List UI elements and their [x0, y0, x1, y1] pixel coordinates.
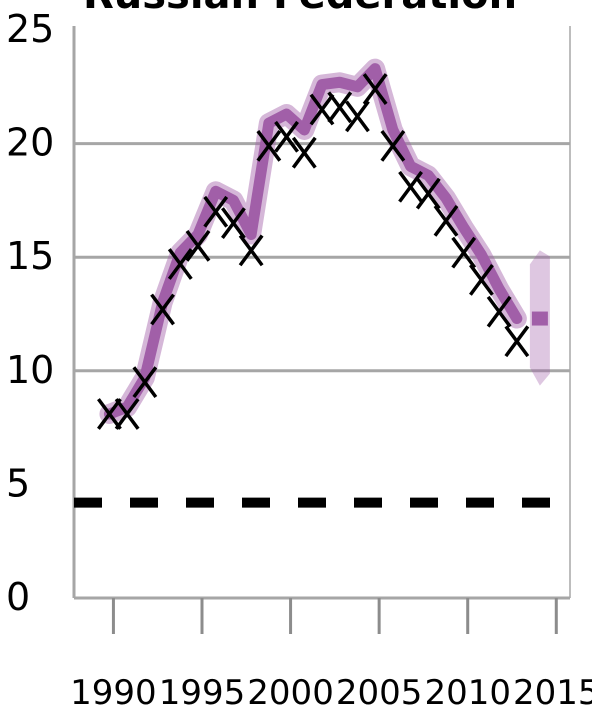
x-marker-1991 [114, 398, 140, 430]
x-marker-2011 [469, 264, 494, 296]
x-marker-2005 [362, 73, 388, 105]
projection-point [531, 311, 548, 326]
x-marker-2012 [486, 295, 512, 328]
x-marker-2000 [274, 120, 299, 153]
x-marker-1992 [132, 366, 158, 399]
x-marker-1998 [238, 234, 264, 267]
x-marker-2009 [433, 204, 459, 237]
x-marker-2010 [451, 236, 477, 269]
x-marker-1999 [256, 129, 282, 162]
x-tick-label-2005: 2005 [336, 673, 423, 713]
x-marker-2013 [504, 325, 530, 358]
y-tick-label-5: 5 [6, 461, 30, 505]
x-marker-2001 [291, 136, 317, 169]
x-marker-2003 [327, 91, 353, 124]
x-marker-1995 [185, 229, 211, 262]
y-tick-label-25: 25 [6, 7, 54, 51]
chart-title: Russian Federation [83, 0, 517, 18]
y-tick-label-15: 15 [6, 234, 54, 278]
x-tick-label-2010: 2010 [424, 673, 511, 713]
x-tick-label-2015: 2015 [513, 673, 592, 713]
x-tick-label-1995: 1995 [159, 673, 246, 713]
x-marker-1994 [167, 248, 193, 280]
x-tick-label-2000: 2000 [247, 673, 334, 713]
x-marker-1997 [221, 207, 246, 240]
y-tick-label-0: 0 [6, 575, 30, 619]
x-marker-1993 [150, 293, 175, 326]
x-marker-2008 [415, 177, 441, 210]
x-marker-1996 [203, 195, 229, 228]
y-tick-label-10: 10 [6, 348, 54, 392]
y-tick-label-20: 20 [6, 121, 54, 165]
x-tick-label-1990: 1990 [70, 673, 157, 713]
x-marker-2007 [398, 170, 423, 203]
x-marker-2004 [345, 100, 370, 133]
x-marker-2006 [380, 129, 406, 162]
x-marker-1990 [97, 398, 122, 430]
